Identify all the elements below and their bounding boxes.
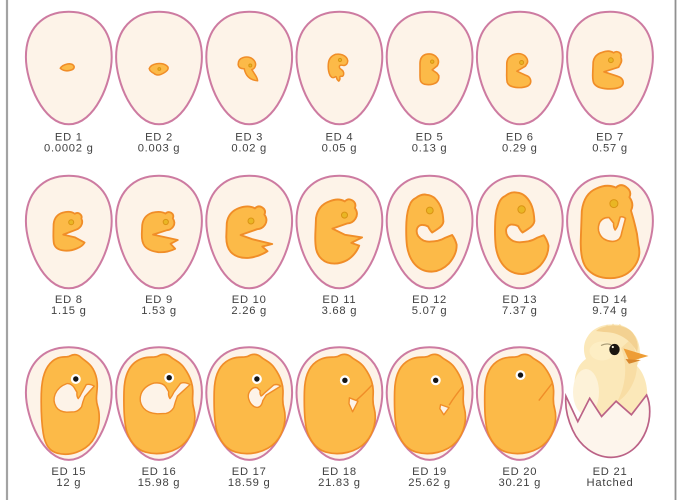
- svg-text:ED 12: ED 12: [412, 294, 447, 306]
- svg-text:ED 20: ED 20: [502, 466, 537, 478]
- svg-text:7.37 g: 7.37 g: [502, 305, 538, 317]
- svg-text:ED 21: ED 21: [593, 466, 628, 478]
- svg-text:3.68 g: 3.68 g: [322, 305, 358, 317]
- svg-text:ED 7: ED 7: [596, 131, 624, 143]
- svg-text:25.62 g: 25.62 g: [408, 477, 451, 489]
- svg-text:ED 10: ED 10: [232, 294, 267, 306]
- svg-text:ED 11: ED 11: [322, 294, 356, 306]
- svg-text:18.59 g: 18.59 g: [228, 477, 271, 489]
- svg-text:0.02 g: 0.02 g: [231, 143, 267, 155]
- svg-text:2.26 g: 2.26 g: [231, 305, 267, 317]
- svg-text:1.53 g: 1.53 g: [141, 305, 177, 317]
- svg-text:15.98 g: 15.98 g: [138, 477, 181, 489]
- svg-text:ED 18: ED 18: [322, 466, 357, 478]
- svg-text:ED 6: ED 6: [506, 131, 534, 143]
- svg-text:ED 13: ED 13: [502, 294, 537, 306]
- svg-text:5.07 g: 5.07 g: [412, 305, 448, 317]
- svg-text:0.29 g: 0.29 g: [502, 143, 538, 155]
- svg-text:1.15 g: 1.15 g: [51, 305, 87, 317]
- svg-text:9.74 g: 9.74 g: [592, 305, 628, 317]
- svg-text:21.83 g: 21.83 g: [318, 477, 361, 489]
- svg-text:ED 2: ED 2: [145, 131, 173, 143]
- svg-text:ED 14: ED 14: [593, 294, 628, 306]
- svg-text:ED 16: ED 16: [142, 466, 177, 478]
- svg-text:0.13 g: 0.13 g: [412, 143, 448, 155]
- svg-text:ED 5: ED 5: [416, 131, 444, 143]
- svg-text:ED 9: ED 9: [145, 294, 173, 306]
- svg-text:ED 3: ED 3: [235, 131, 263, 143]
- svg-text:Hatched: Hatched: [587, 477, 634, 489]
- svg-text:ED 17: ED 17: [232, 466, 267, 478]
- svg-text:0.05 g: 0.05 g: [322, 143, 358, 155]
- svg-text:ED 15: ED 15: [51, 466, 86, 478]
- svg-text:0.57 g: 0.57 g: [592, 143, 628, 155]
- svg-text:ED 8: ED 8: [55, 294, 83, 306]
- svg-text:0.003 g: 0.003 g: [138, 143, 181, 155]
- svg-text:ED 1: ED 1: [55, 131, 83, 143]
- svg-text:12 g: 12 g: [56, 477, 81, 489]
- svg-text:30.21 g: 30.21 g: [499, 477, 542, 489]
- svg-text:ED 19: ED 19: [412, 466, 447, 478]
- svg-text:0.0002 g: 0.0002 g: [44, 143, 94, 155]
- svg-text:ED 4: ED 4: [325, 131, 353, 143]
